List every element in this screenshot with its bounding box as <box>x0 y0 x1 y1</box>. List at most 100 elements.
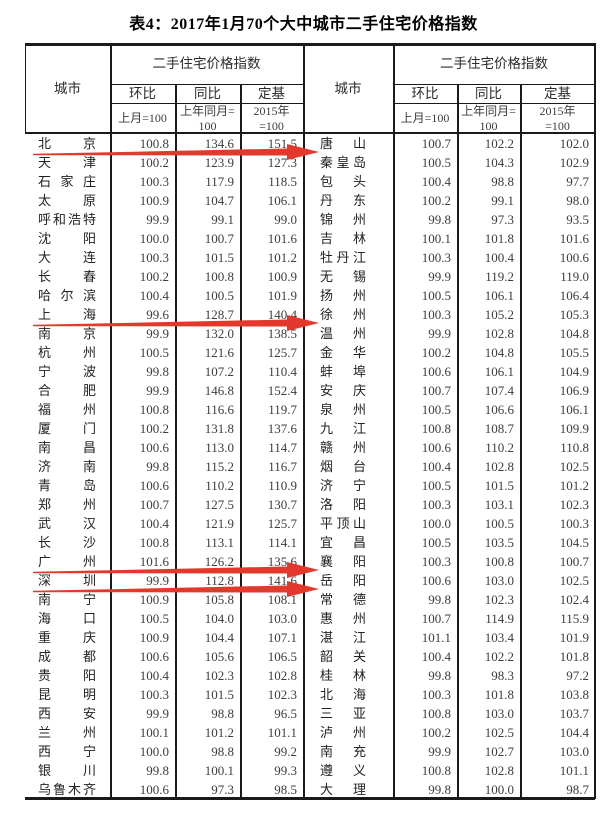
table-row: 厦门 100.2 131.8 137.6 九江 100.8 108.7 109.9 <box>25 419 595 438</box>
city-cell: 银川 <box>38 763 96 778</box>
index-value-cell: 108.1 <box>267 592 297 607</box>
index-value-cell: 100.7 <box>559 554 589 569</box>
index-value-cell: 103.8 <box>559 687 589 702</box>
index-value-cell: 96.5 <box>274 706 297 721</box>
index-value-cell: 126.2 <box>204 554 234 569</box>
index-value-cell: 99.9 <box>428 744 451 759</box>
index-value-cell: 113.0 <box>205 440 234 455</box>
index-value-cell: 104.3 <box>484 155 514 170</box>
table-row: 南昌 100.6 113.0 114.7 赣州 100.6 110.2 110.8 <box>25 438 595 457</box>
subheader-yoy-left: 上年同月= 100 <box>180 103 235 133</box>
index-value-cell: 101.8 <box>484 687 514 702</box>
index-value-cell: 100.0 <box>139 231 169 246</box>
index-value-cell: 106.9 <box>559 383 589 398</box>
table-row: 贵阳 100.4 102.3 102.8 桂林 99.8 98.3 97.2 <box>25 666 595 685</box>
index-value-cell: 106.1 <box>484 364 514 379</box>
table-row: 银川 99.8 100.1 99.3 遵义 100.8 102.8 101.1 <box>25 761 595 780</box>
index-value-cell: 100.5 <box>421 535 451 550</box>
index-value-cell: 100.7 <box>421 383 451 398</box>
index-value-cell: 100.9 <box>139 193 169 208</box>
city-cell: 金华 <box>320 345 366 360</box>
index-value-cell: 103.0 <box>559 744 589 759</box>
table-row: 北京 100.8 134.6 151.5 唐山 100.7 102.2 102.0 <box>25 134 595 153</box>
index-value-cell: 97.2 <box>566 668 589 683</box>
index-value-cell: 100.3 <box>139 174 169 189</box>
index-value-cell: 105.8 <box>204 592 234 607</box>
city-cell: 牡丹江 <box>320 250 366 265</box>
index-value-cell: 100.6 <box>421 440 451 455</box>
city-cell: 兰州 <box>38 725 96 740</box>
table-row: 青岛 100.6 110.2 110.9 济宁 100.5 101.5 101.2 <box>25 476 595 495</box>
column-divider <box>457 84 459 799</box>
subheader-fixedbase-left: 2015年 =100 <box>253 103 290 133</box>
city-cell: 天津 <box>38 155 96 170</box>
index-value-cell: 100.6 <box>559 250 589 265</box>
index-value-cell: 99.8 <box>146 763 169 778</box>
index-value-cell: 103.4 <box>484 630 514 645</box>
index-value-cell: 100.6 <box>421 573 451 588</box>
table-row: 兰州 100.1 101.2 101.1 泸州 100.2 102.5 104.4 <box>25 723 595 742</box>
index-value-cell: 99.9 <box>428 269 451 284</box>
index-value-cell: 101.2 <box>267 250 297 265</box>
table-row: 西宁 100.0 98.8 99.2 南充 99.9 102.7 103.0 <box>25 742 595 761</box>
header-body-rule <box>25 132 595 134</box>
city-cell: 宁波 <box>38 364 96 379</box>
index-value-cell: 102.5 <box>559 459 589 474</box>
index-value-cell: 101.2 <box>559 478 589 493</box>
city-cell: 哈尔滨 <box>38 288 96 303</box>
index-value-cell: 100.6 <box>139 782 169 797</box>
index-value-cell: 101.2 <box>204 725 234 740</box>
index-value-cell: 101.1 <box>267 725 297 740</box>
city-cell: 岳阳 <box>320 573 366 588</box>
index-value-cell: 106.1 <box>559 402 589 417</box>
index-value-cell: 101.5 <box>204 687 234 702</box>
city-cell: 成都 <box>38 649 96 664</box>
index-value-cell: 119.7 <box>268 402 297 417</box>
header-rule <box>110 84 303 85</box>
city-cell: 韶关 <box>320 649 366 664</box>
index-value-cell: 108.7 <box>484 421 514 436</box>
city-cell: 福州 <box>38 402 96 417</box>
index-value-cell: 102.8 <box>484 763 514 778</box>
index-value-cell: 125.7 <box>267 345 297 360</box>
index-value-cell: 115.9 <box>560 611 589 626</box>
city-cell: 唐山 <box>320 136 366 151</box>
column-divider <box>110 43 112 799</box>
index-value-cell: 100.5 <box>421 478 451 493</box>
city-cell: 上海 <box>38 307 96 322</box>
city-cell: 南充 <box>320 744 366 759</box>
city-cell: 泸州 <box>320 725 366 740</box>
index-value-cell: 97.3 <box>211 782 234 797</box>
index-value-cell: 100.3 <box>139 687 169 702</box>
city-cell: 包头 <box>320 174 366 189</box>
index-value-cell: 101.8 <box>484 231 514 246</box>
index-value-cell: 100.5 <box>139 345 169 360</box>
index-value-cell: 100.9 <box>139 592 169 607</box>
index-value-cell: 119.0 <box>560 269 589 284</box>
city-cell: 惠州 <box>320 611 366 626</box>
subheader-mom-right: 上月=100 <box>400 111 450 125</box>
index-value-cell: 103.0 <box>484 573 514 588</box>
index-value-cell: 110.4 <box>268 364 297 379</box>
header-yoy-right: 同比 <box>475 86 502 101</box>
index-value-cell: 114.1 <box>268 535 297 550</box>
table-row: 杭州 100.5 121.6 125.7 金华 100.2 104.8 105.5 <box>25 343 595 362</box>
table-row: 石家庄 100.3 117.9 118.5 包头 100.4 98.8 97.7 <box>25 172 595 191</box>
index-value-cell: 100.8 <box>139 402 169 417</box>
table-row: 乌鲁木齐 100.6 97.3 98.5 大理 99.8 100.0 98.7 <box>25 780 595 799</box>
table-row: 宁波 99.8 107.2 110.4 蚌埠 100.6 106.1 104.9 <box>25 362 595 381</box>
index-value-cell: 105.3 <box>559 307 589 322</box>
index-value-cell: 99.9 <box>146 383 169 398</box>
index-value-cell: 105.6 <box>204 649 234 664</box>
city-cell: 西宁 <box>38 744 96 759</box>
header-group-left: 二手住宅价格指数 <box>152 56 261 71</box>
city-cell: 贵阳 <box>38 668 96 683</box>
table-row: 合肥 99.9 146.8 152.4 安庆 100.7 107.4 106.9 <box>25 381 595 400</box>
index-value-cell: 152.4 <box>267 383 297 398</box>
index-value-cell: 128.7 <box>204 307 234 322</box>
index-value-cell: 99.2 <box>274 744 297 759</box>
column-divider <box>175 84 177 799</box>
column-divider <box>240 84 242 799</box>
column-divider <box>25 43 26 134</box>
index-value-cell: 100.6 <box>139 478 169 493</box>
